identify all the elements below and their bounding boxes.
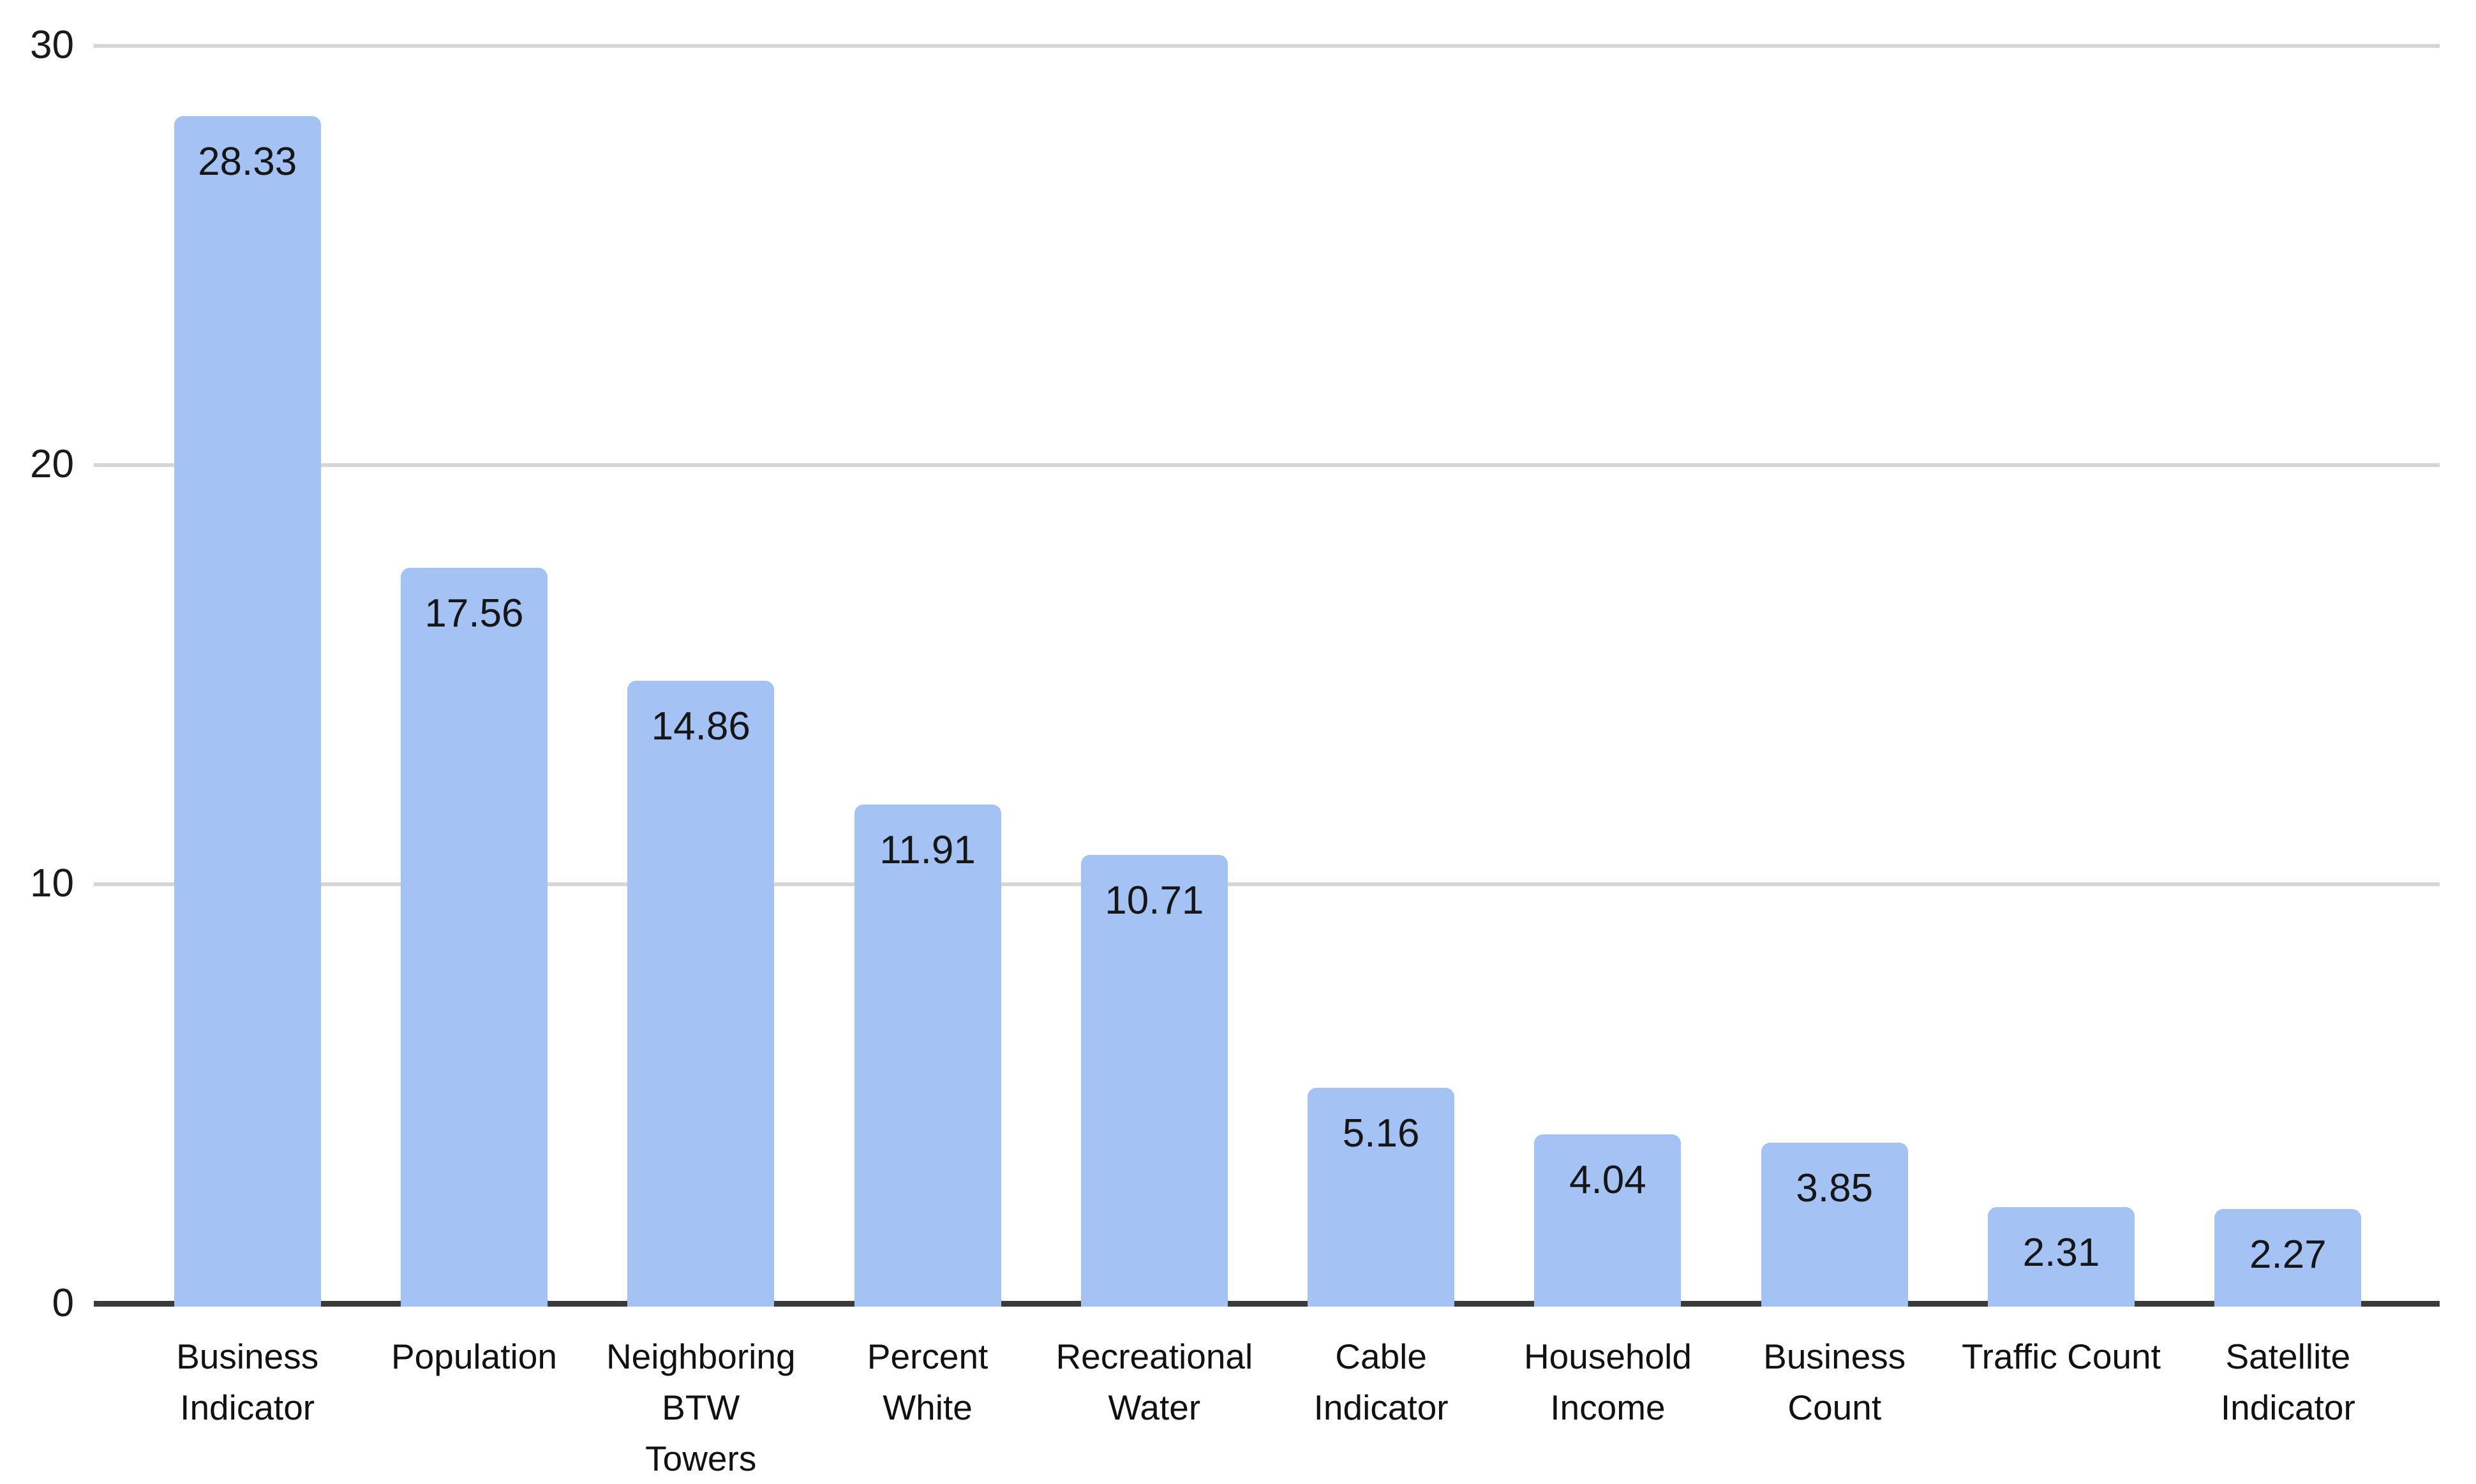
category-axis: Business Indicator Population Neighborin… [134, 1331, 2401, 1484]
category-label-line: Satellite [2225, 1337, 2351, 1376]
category-label-line: Towers [645, 1439, 757, 1478]
category-label-business-indicator: Business Indicator [134, 1331, 361, 1484]
bar-value-label: 14.86 [651, 704, 750, 748]
gridline-10 [94, 882, 2440, 886]
category-label-line: Neighboring [606, 1337, 796, 1376]
bar-slot: 10.71 [1041, 46, 1267, 1307]
gridline-20 [94, 463, 2440, 467]
y-tick-label-30: 30 [30, 23, 74, 68]
bar-value-label: 10.71 [1105, 879, 1204, 923]
bar-recreational-water[interactable]: 10.71 [1080, 855, 1228, 1307]
y-tick-label-0: 0 [52, 1281, 74, 1326]
category-label-line: Water [1108, 1388, 1201, 1427]
category-label-line: Indicator [2220, 1388, 2355, 1427]
category-label-line: Business [176, 1337, 319, 1376]
category-label-traffic-count: Traffic Count [1948, 1331, 2174, 1484]
bar-value-label: 2.27 [2249, 1233, 2327, 1277]
category-label-cable-indicator: Cable Indicator [1267, 1331, 1494, 1484]
category-label-line: White [883, 1388, 973, 1427]
category-label-neighboring-btw-towers: Neighboring BTW Towers [588, 1331, 814, 1484]
category-label-line: Percent [867, 1337, 988, 1376]
bar-population[interactable]: 17.56 [400, 568, 548, 1307]
bars-row: 28.33 17.56 14.86 11.91 10.71 5.16 [134, 46, 2401, 1307]
bar-business-indicator[interactable]: 28.33 [174, 116, 321, 1307]
category-label-recreational-water: Recreational Water [1041, 1331, 1267, 1484]
bar-slot: 4.04 [1495, 46, 1721, 1307]
category-label-business-count: Business Count [1721, 1331, 1948, 1484]
bar-value-label: 2.31 [2022, 1231, 2100, 1275]
bar-value-label: 17.56 [424, 591, 524, 635]
bar-slot: 2.27 [2175, 46, 2401, 1307]
category-label-line: Cable [1335, 1337, 1427, 1376]
category-label-line: Recreational [1055, 1337, 1253, 1376]
category-label-line: Indicator [180, 1388, 315, 1427]
y-tick-label-10: 10 [30, 861, 74, 906]
bar-percent-white[interactable]: 11.91 [854, 805, 1001, 1307]
x-axis-baseline [94, 1301, 2440, 1307]
bar-slot: 28.33 [134, 46, 361, 1307]
bar-slot: 5.16 [1267, 46, 1494, 1307]
bar-value-label: 4.04 [1569, 1158, 1646, 1202]
category-label-household-income: Household Income [1495, 1331, 1721, 1484]
bar-slot: 17.56 [361, 46, 587, 1307]
y-axis: 30 20 10 0 [0, 0, 75, 1472]
category-label-line: Household [1523, 1337, 1692, 1376]
gridline-30 [94, 44, 2440, 48]
bar-value-label: 11.91 [879, 828, 976, 872]
bar-slot: 2.31 [1948, 46, 2174, 1307]
bar-traffic-count[interactable]: 2.31 [1988, 1207, 2135, 1307]
bar-household-income[interactable]: 4.04 [1534, 1134, 1682, 1307]
bar-slot: 14.86 [588, 46, 814, 1307]
bar-neighboring-btw-towers[interactable]: 14.86 [627, 681, 775, 1307]
category-label-line: Population [391, 1337, 557, 1376]
bar-value-label: 3.85 [1796, 1166, 1874, 1210]
category-label-line: Indicator [1313, 1388, 1449, 1427]
bar-satellite-indicator[interactable]: 2.27 [2214, 1209, 2362, 1307]
bar-cable-indicator[interactable]: 5.16 [1308, 1088, 1455, 1307]
y-tick-label-20: 20 [30, 442, 74, 487]
category-label-line: Income [1550, 1388, 1666, 1427]
category-label-line: BTW [662, 1388, 740, 1427]
bar-slot: 3.85 [1721, 46, 1948, 1307]
plot-area [94, 44, 2440, 1307]
category-label-line: Traffic Count [1962, 1337, 2161, 1376]
bar-value-label: 28.33 [198, 140, 297, 184]
category-label-line: Count [1787, 1388, 1882, 1427]
bar-slot: 11.91 [814, 46, 1041, 1307]
category-label-population: Population [361, 1331, 587, 1484]
bar-business-count[interactable]: 3.85 [1761, 1143, 1908, 1307]
category-label-satellite-indicator: Satellite Indicator [2175, 1331, 2401, 1484]
category-label-percent-white: Percent White [814, 1331, 1041, 1484]
bar-value-label: 5.16 [1342, 1111, 1420, 1155]
category-label-line: Business [1763, 1337, 1906, 1376]
